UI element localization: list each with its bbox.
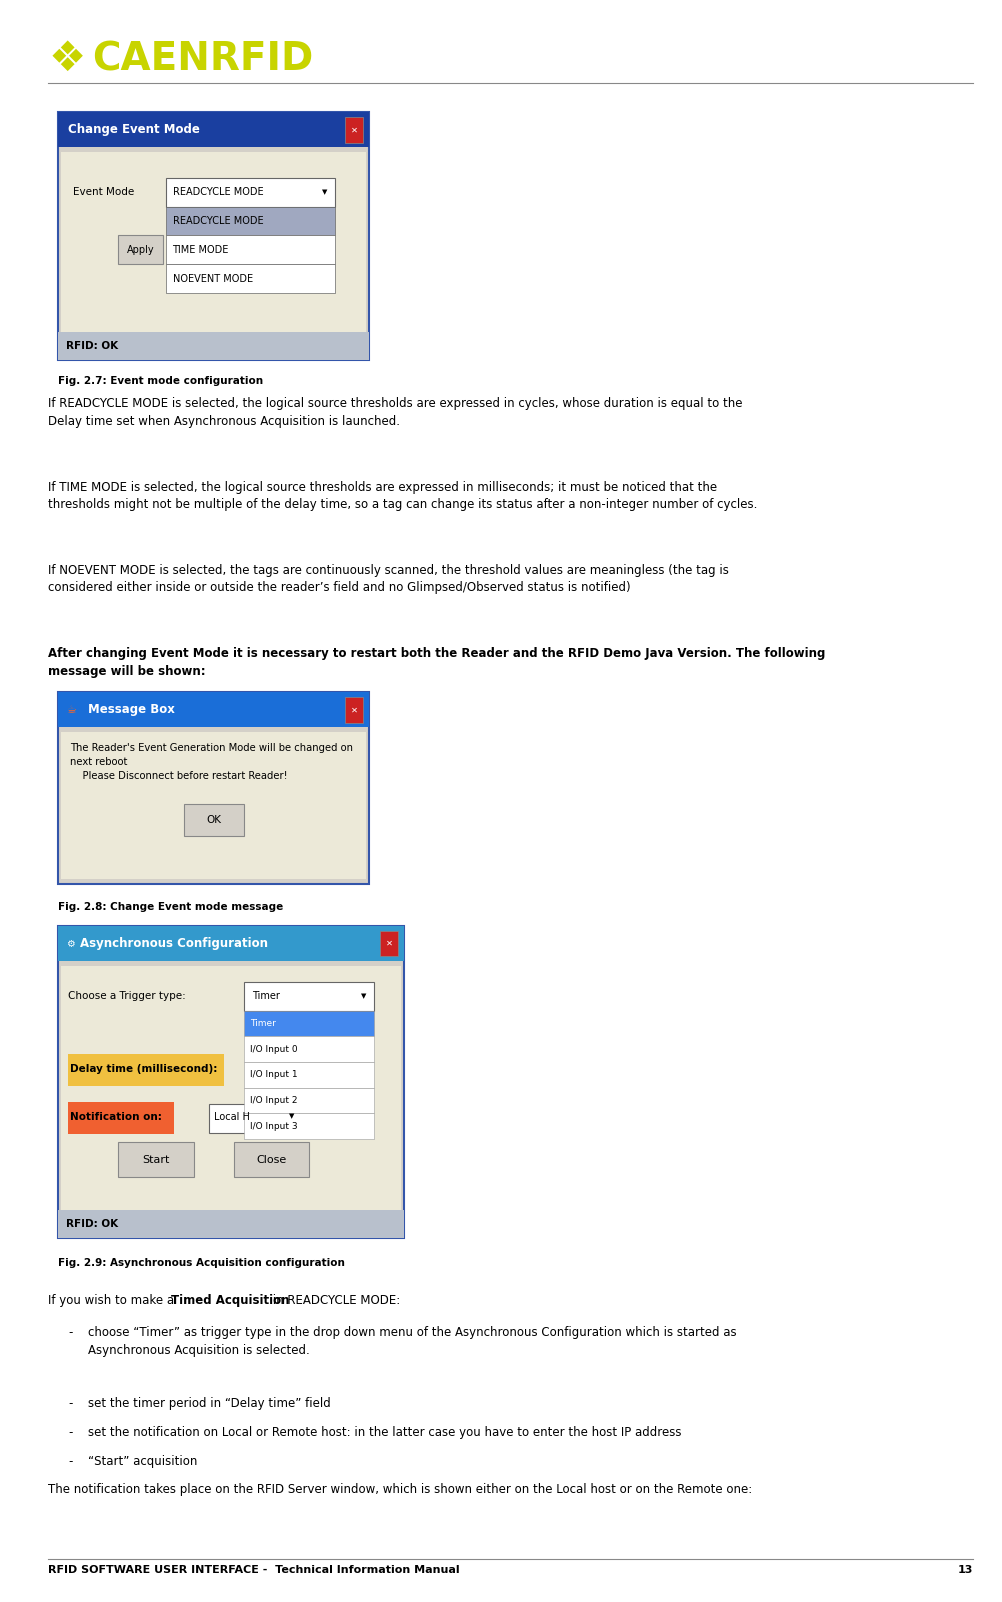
- Text: Message Box: Message Box: [88, 703, 175, 716]
- FancyBboxPatch shape: [58, 692, 369, 884]
- FancyBboxPatch shape: [58, 1210, 404, 1238]
- Text: Local H: Local H: [213, 1112, 249, 1121]
- Text: Event Mode: Event Mode: [73, 187, 134, 197]
- Text: set the timer period in “Delay time” field: set the timer period in “Delay time” fie…: [88, 1397, 331, 1410]
- Text: -: -: [68, 1397, 72, 1410]
- FancyBboxPatch shape: [58, 926, 404, 961]
- Text: Change Event Mode: Change Event Mode: [68, 123, 199, 136]
- Text: Close: Close: [256, 1155, 287, 1165]
- FancyBboxPatch shape: [380, 931, 398, 956]
- FancyBboxPatch shape: [58, 926, 404, 1238]
- Text: If you wish to make a: If you wish to make a: [48, 1294, 177, 1307]
- Text: -: -: [68, 1426, 72, 1439]
- FancyBboxPatch shape: [118, 1142, 193, 1177]
- Text: ✕: ✕: [351, 125, 357, 135]
- FancyBboxPatch shape: [183, 804, 243, 836]
- Text: If TIME MODE is selected, the logical source thresholds are expressed in millise: If TIME MODE is selected, the logical so…: [48, 481, 757, 511]
- Text: Timed Acquisition: Timed Acquisition: [170, 1294, 289, 1307]
- FancyBboxPatch shape: [166, 207, 335, 235]
- FancyBboxPatch shape: [58, 112, 369, 147]
- Text: Timer: Timer: [252, 992, 280, 1001]
- Text: I/O Input 1: I/O Input 1: [249, 1070, 297, 1080]
- FancyBboxPatch shape: [58, 692, 369, 727]
- Text: Timer: Timer: [249, 1019, 276, 1028]
- FancyBboxPatch shape: [345, 117, 363, 143]
- Text: I/O Input 0: I/O Input 0: [249, 1045, 297, 1054]
- Text: Asynchronous Configuration: Asynchronous Configuration: [80, 937, 268, 950]
- FancyBboxPatch shape: [243, 1062, 374, 1088]
- Text: Notification on:: Notification on:: [70, 1112, 162, 1121]
- Text: ✕: ✕: [351, 705, 357, 714]
- Text: Delay time (millisecond):: Delay time (millisecond):: [70, 1064, 217, 1073]
- Text: NOEVENT MODE: NOEVENT MODE: [172, 274, 253, 284]
- Text: If READCYCLE MODE is selected, the logical source thresholds are expressed in cy: If READCYCLE MODE is selected, the logic…: [48, 397, 741, 428]
- Text: ⚙: ⚙: [66, 939, 75, 948]
- FancyBboxPatch shape: [118, 235, 163, 264]
- Text: Start: Start: [142, 1155, 169, 1165]
- Text: ▼: ▼: [322, 189, 328, 195]
- Text: CAENRFID: CAENRFID: [92, 40, 314, 78]
- Text: READCYCLE MODE: READCYCLE MODE: [172, 216, 263, 226]
- Text: RFID SOFTWARE USER INTERFACE -  Technical Information Manual: RFID SOFTWARE USER INTERFACE - Technical…: [48, 1565, 459, 1575]
- Text: The notification takes place on the RFID Server window, which is shown either on: The notification takes place on the RFID…: [48, 1483, 752, 1496]
- Text: ❖: ❖: [48, 38, 85, 80]
- Text: RFID: OK: RFID: OK: [66, 341, 118, 351]
- FancyBboxPatch shape: [58, 112, 369, 360]
- Text: The Reader's Event Generation Mode will be changed on
next reboot
    Please Dis: The Reader's Event Generation Mode will …: [70, 743, 353, 782]
- FancyBboxPatch shape: [68, 1102, 173, 1134]
- Text: RFID: OK: RFID: OK: [66, 1219, 118, 1229]
- Text: “Start” acquisition: “Start” acquisition: [88, 1455, 197, 1467]
- Text: I/O Input 3: I/O Input 3: [249, 1121, 297, 1131]
- Text: ☕: ☕: [66, 705, 76, 714]
- FancyBboxPatch shape: [243, 1113, 374, 1139]
- Text: Fig. 2.8: Change Event mode message: Fig. 2.8: Change Event mode message: [58, 902, 284, 912]
- FancyBboxPatch shape: [345, 697, 363, 723]
- Text: in READCYCLE MODE:: in READCYCLE MODE:: [269, 1294, 400, 1307]
- Text: ▼: ▼: [289, 1113, 295, 1120]
- FancyBboxPatch shape: [166, 235, 335, 264]
- Text: Fig. 2.9: Asynchronous Acquisition configuration: Fig. 2.9: Asynchronous Acquisition confi…: [58, 1258, 345, 1267]
- Text: -: -: [68, 1326, 72, 1339]
- Text: set the notification on Local or Remote host: in the latter case you have to ent: set the notification on Local or Remote …: [88, 1426, 681, 1439]
- Text: choose “Timer” as trigger type in the drop down menu of the Asynchronous Configu: choose “Timer” as trigger type in the dr…: [88, 1326, 736, 1357]
- Text: Choose a Trigger type:: Choose a Trigger type:: [68, 992, 185, 1001]
- FancyBboxPatch shape: [243, 982, 374, 1011]
- Text: OK: OK: [206, 815, 220, 825]
- Text: -: -: [68, 1455, 72, 1467]
- FancyBboxPatch shape: [243, 1011, 374, 1036]
- FancyBboxPatch shape: [208, 1104, 299, 1133]
- FancyBboxPatch shape: [61, 152, 366, 356]
- Text: READCYCLE MODE: READCYCLE MODE: [172, 187, 263, 197]
- Text: Apply: Apply: [127, 245, 154, 255]
- FancyBboxPatch shape: [233, 1142, 309, 1177]
- FancyBboxPatch shape: [68, 1054, 223, 1086]
- FancyBboxPatch shape: [58, 332, 369, 360]
- Text: ✕: ✕: [386, 939, 392, 948]
- Text: Fig. 2.7: Event mode configuration: Fig. 2.7: Event mode configuration: [58, 376, 264, 386]
- FancyBboxPatch shape: [61, 732, 366, 879]
- Text: TIME MODE: TIME MODE: [172, 245, 228, 255]
- FancyBboxPatch shape: [166, 264, 335, 293]
- Text: ▼: ▼: [361, 993, 367, 1000]
- Text: After changing Event Mode it is necessary to restart both the Reader and the RFI: After changing Event Mode it is necessar…: [48, 647, 825, 678]
- Text: 13: 13: [957, 1565, 972, 1575]
- FancyBboxPatch shape: [61, 966, 401, 1234]
- Text: I/O Input 2: I/O Input 2: [249, 1096, 297, 1105]
- FancyBboxPatch shape: [243, 1088, 374, 1113]
- Text: If NOEVENT MODE is selected, the tags are continuously scanned, the threshold va: If NOEVENT MODE is selected, the tags ar…: [48, 564, 728, 594]
- FancyBboxPatch shape: [243, 1036, 374, 1062]
- FancyBboxPatch shape: [166, 178, 335, 207]
